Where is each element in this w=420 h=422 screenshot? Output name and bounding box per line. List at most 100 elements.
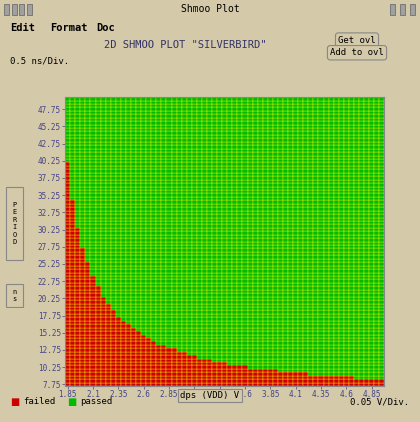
Bar <box>202 114 207 118</box>
Bar <box>268 331 273 335</box>
Bar <box>303 138 308 142</box>
Bar <box>156 156 161 159</box>
Bar <box>237 159 242 162</box>
Bar <box>222 135 227 138</box>
Bar <box>166 111 171 114</box>
Bar <box>262 287 268 290</box>
Bar <box>136 193 141 197</box>
Bar <box>217 225 222 228</box>
Bar <box>75 311 80 314</box>
Bar <box>116 100 121 104</box>
Bar <box>303 225 308 228</box>
Bar <box>237 352 242 355</box>
Bar <box>333 283 339 287</box>
Bar <box>111 190 116 193</box>
Bar <box>374 297 379 300</box>
Bar <box>278 183 283 187</box>
Bar <box>85 269 90 273</box>
Bar <box>126 269 131 273</box>
Bar <box>176 383 181 386</box>
Bar <box>151 341 156 345</box>
Bar <box>339 376 344 379</box>
Bar <box>95 338 100 341</box>
Bar <box>359 262 364 266</box>
Bar <box>339 321 344 324</box>
Bar <box>181 197 187 200</box>
Bar <box>328 283 333 287</box>
Bar <box>379 138 384 142</box>
Bar <box>202 156 207 159</box>
Bar <box>217 142 222 145</box>
Bar <box>349 287 354 290</box>
Bar <box>268 176 273 180</box>
Bar <box>65 331 70 335</box>
Bar <box>212 211 217 214</box>
Bar <box>95 293 100 297</box>
Bar <box>349 149 354 152</box>
Bar <box>359 118 364 121</box>
Bar <box>364 335 369 338</box>
Bar <box>136 317 141 321</box>
Bar <box>65 287 70 290</box>
Bar <box>111 121 116 124</box>
Bar <box>131 197 136 200</box>
Bar <box>359 321 364 324</box>
Bar <box>116 114 121 118</box>
Bar <box>171 365 176 369</box>
Bar <box>212 197 217 200</box>
Bar <box>252 162 257 166</box>
Bar <box>181 293 187 297</box>
Bar <box>252 156 257 159</box>
Bar <box>283 193 288 197</box>
Bar <box>359 190 364 193</box>
Bar <box>227 204 232 207</box>
Bar <box>217 249 222 252</box>
Bar <box>70 214 75 217</box>
Bar <box>298 121 303 124</box>
Bar <box>268 235 273 238</box>
Bar <box>222 207 227 211</box>
Bar <box>65 376 70 379</box>
Bar <box>344 259 349 262</box>
Bar <box>369 152 374 156</box>
Bar <box>106 279 111 283</box>
Bar <box>131 221 136 225</box>
Bar <box>227 327 232 331</box>
Bar <box>303 97 308 100</box>
Bar <box>176 135 181 138</box>
Bar <box>85 118 90 121</box>
Bar <box>121 335 126 338</box>
Bar <box>242 287 247 290</box>
Bar <box>333 307 339 311</box>
Bar <box>65 121 70 124</box>
Bar <box>111 238 116 241</box>
Bar <box>333 327 339 331</box>
Bar <box>293 376 298 379</box>
Bar <box>359 249 364 252</box>
Bar <box>288 128 293 132</box>
Bar <box>106 362 111 365</box>
Bar <box>262 341 268 345</box>
Bar <box>141 138 146 142</box>
Bar <box>339 152 344 156</box>
Bar <box>318 341 323 345</box>
Bar <box>288 162 293 166</box>
Bar <box>379 279 384 283</box>
Bar <box>237 283 242 287</box>
Bar <box>364 200 369 204</box>
Bar <box>328 355 333 359</box>
Bar <box>156 142 161 145</box>
Bar <box>247 107 252 111</box>
Bar <box>106 255 111 259</box>
Bar <box>257 321 262 324</box>
Bar <box>308 327 313 331</box>
Bar <box>313 307 318 311</box>
Bar <box>379 293 384 297</box>
Bar <box>65 145 70 149</box>
Bar <box>359 245 364 249</box>
Bar <box>100 273 106 276</box>
Bar <box>232 297 237 300</box>
Bar <box>308 245 313 249</box>
Bar <box>252 214 257 217</box>
Bar <box>176 317 181 321</box>
